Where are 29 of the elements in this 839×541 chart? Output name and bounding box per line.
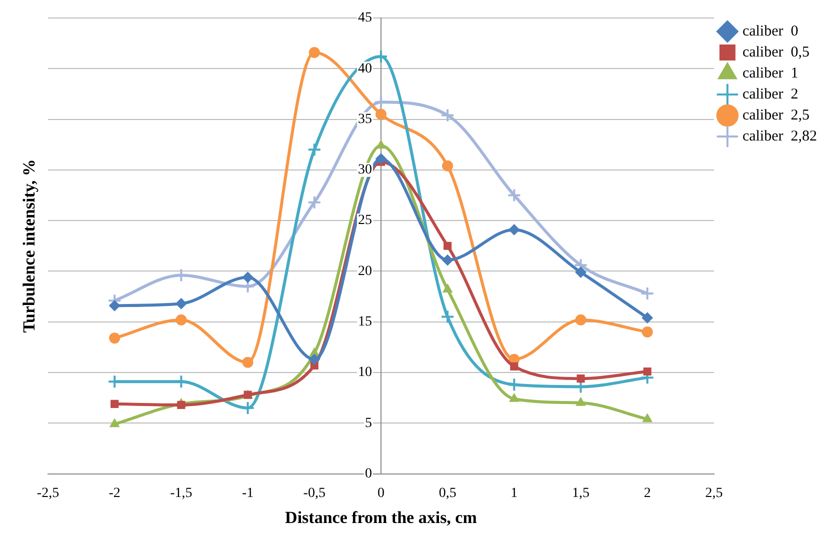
x-tick-label: -2 [108, 486, 120, 501]
x-tick-label: 2,5 [705, 486, 723, 501]
y-tick-label: 45 [358, 10, 372, 26]
x-tick-label: 1 [510, 486, 518, 501]
legend-label: caliber 0,5 [742, 44, 810, 60]
x-tick-label: 0,5 [438, 486, 456, 501]
y-tick-label: 35 [358, 112, 372, 127]
y-axis-title: Turbulence intensity, % [19, 159, 38, 333]
y-tick-label: 15 [358, 314, 372, 330]
x-tick-label: -1 [242, 486, 254, 501]
y-tick-label: 0 [364, 466, 372, 482]
legend-label: caliber 2 [742, 86, 798, 102]
x-tick-label: -2,5 [36, 486, 60, 501]
y-tick-label: 20 [358, 264, 372, 279]
x-tick-label: 0 [377, 486, 384, 501]
legend-label: caliber 2,5 [742, 107, 810, 124]
x-tick-label: 1,5 [572, 486, 590, 501]
y-tick-label: 40 [358, 61, 372, 76]
x-tick-label: -1,5 [170, 486, 192, 501]
legend-label: caliber 1 [742, 65, 798, 82]
y-tick-label: 25 [358, 213, 372, 228]
x-tick-label: 2 [644, 486, 651, 501]
y-tick-label: 5 [364, 416, 372, 431]
y-tick-label: 10 [358, 365, 372, 380]
legend-label: caliber 0 [742, 23, 798, 40]
legend-label: caliber 2,82 [742, 128, 818, 144]
y-tick-label: 30 [358, 162, 372, 178]
x-tick-label: -0,5 [303, 486, 326, 501]
x-axis-title: Distance from the axis, cm [285, 508, 477, 528]
